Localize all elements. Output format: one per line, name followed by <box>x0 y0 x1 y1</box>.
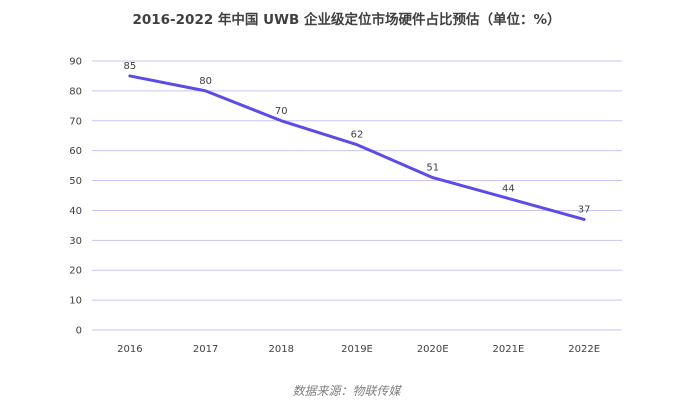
y-tick-label: 10 <box>69 296 82 307</box>
chart-title: 2016-2022 年中国 UWB 企业级定位市场硬件占比预估（单位：%） <box>132 12 561 28</box>
x-tick-label: 2021E <box>493 344 525 355</box>
data-label: 80 <box>199 76 212 87</box>
x-tick-label: 2018 <box>269 344 294 355</box>
y-tick-label: 20 <box>69 266 82 277</box>
series-line <box>128 74 586 221</box>
y-tick-label: 30 <box>69 236 82 247</box>
series-layer <box>128 74 586 221</box>
data-label: 51 <box>426 163 439 174</box>
y-tick-label: 90 <box>69 57 82 68</box>
x-axis-ticks: 2016 2017 2018 2019E 2020E 2021E 2022E <box>117 344 600 355</box>
x-tick-label: 2016 <box>117 344 142 355</box>
y-axis-ticks: 0 10 20 30 40 50 60 70 80 90 <box>69 57 82 337</box>
y-tick-label: 60 <box>69 146 82 157</box>
data-label: 44 <box>502 183 515 194</box>
x-tick-label: 2017 <box>193 344 218 355</box>
data-label: 37 <box>578 204 591 215</box>
y-tick-label: 40 <box>69 206 82 217</box>
data-label: 85 <box>123 61 136 72</box>
x-tick-label: 2020E <box>417 344 449 355</box>
y-tick-label: 50 <box>69 176 82 187</box>
data-label: 70 <box>275 106 288 117</box>
gridlines <box>92 60 622 331</box>
x-tick-label: 2022E <box>568 344 600 355</box>
y-tick-label: 70 <box>69 116 82 127</box>
source-note: 数据来源：物联传媒 <box>292 384 401 398</box>
data-labels: 85 80 70 62 51 44 37 <box>123 61 590 215</box>
y-tick-label: 0 <box>76 326 82 337</box>
y-tick-label: 80 <box>69 86 82 97</box>
x-tick-label: 2019E <box>341 344 373 355</box>
data-label: 62 <box>351 130 364 141</box>
